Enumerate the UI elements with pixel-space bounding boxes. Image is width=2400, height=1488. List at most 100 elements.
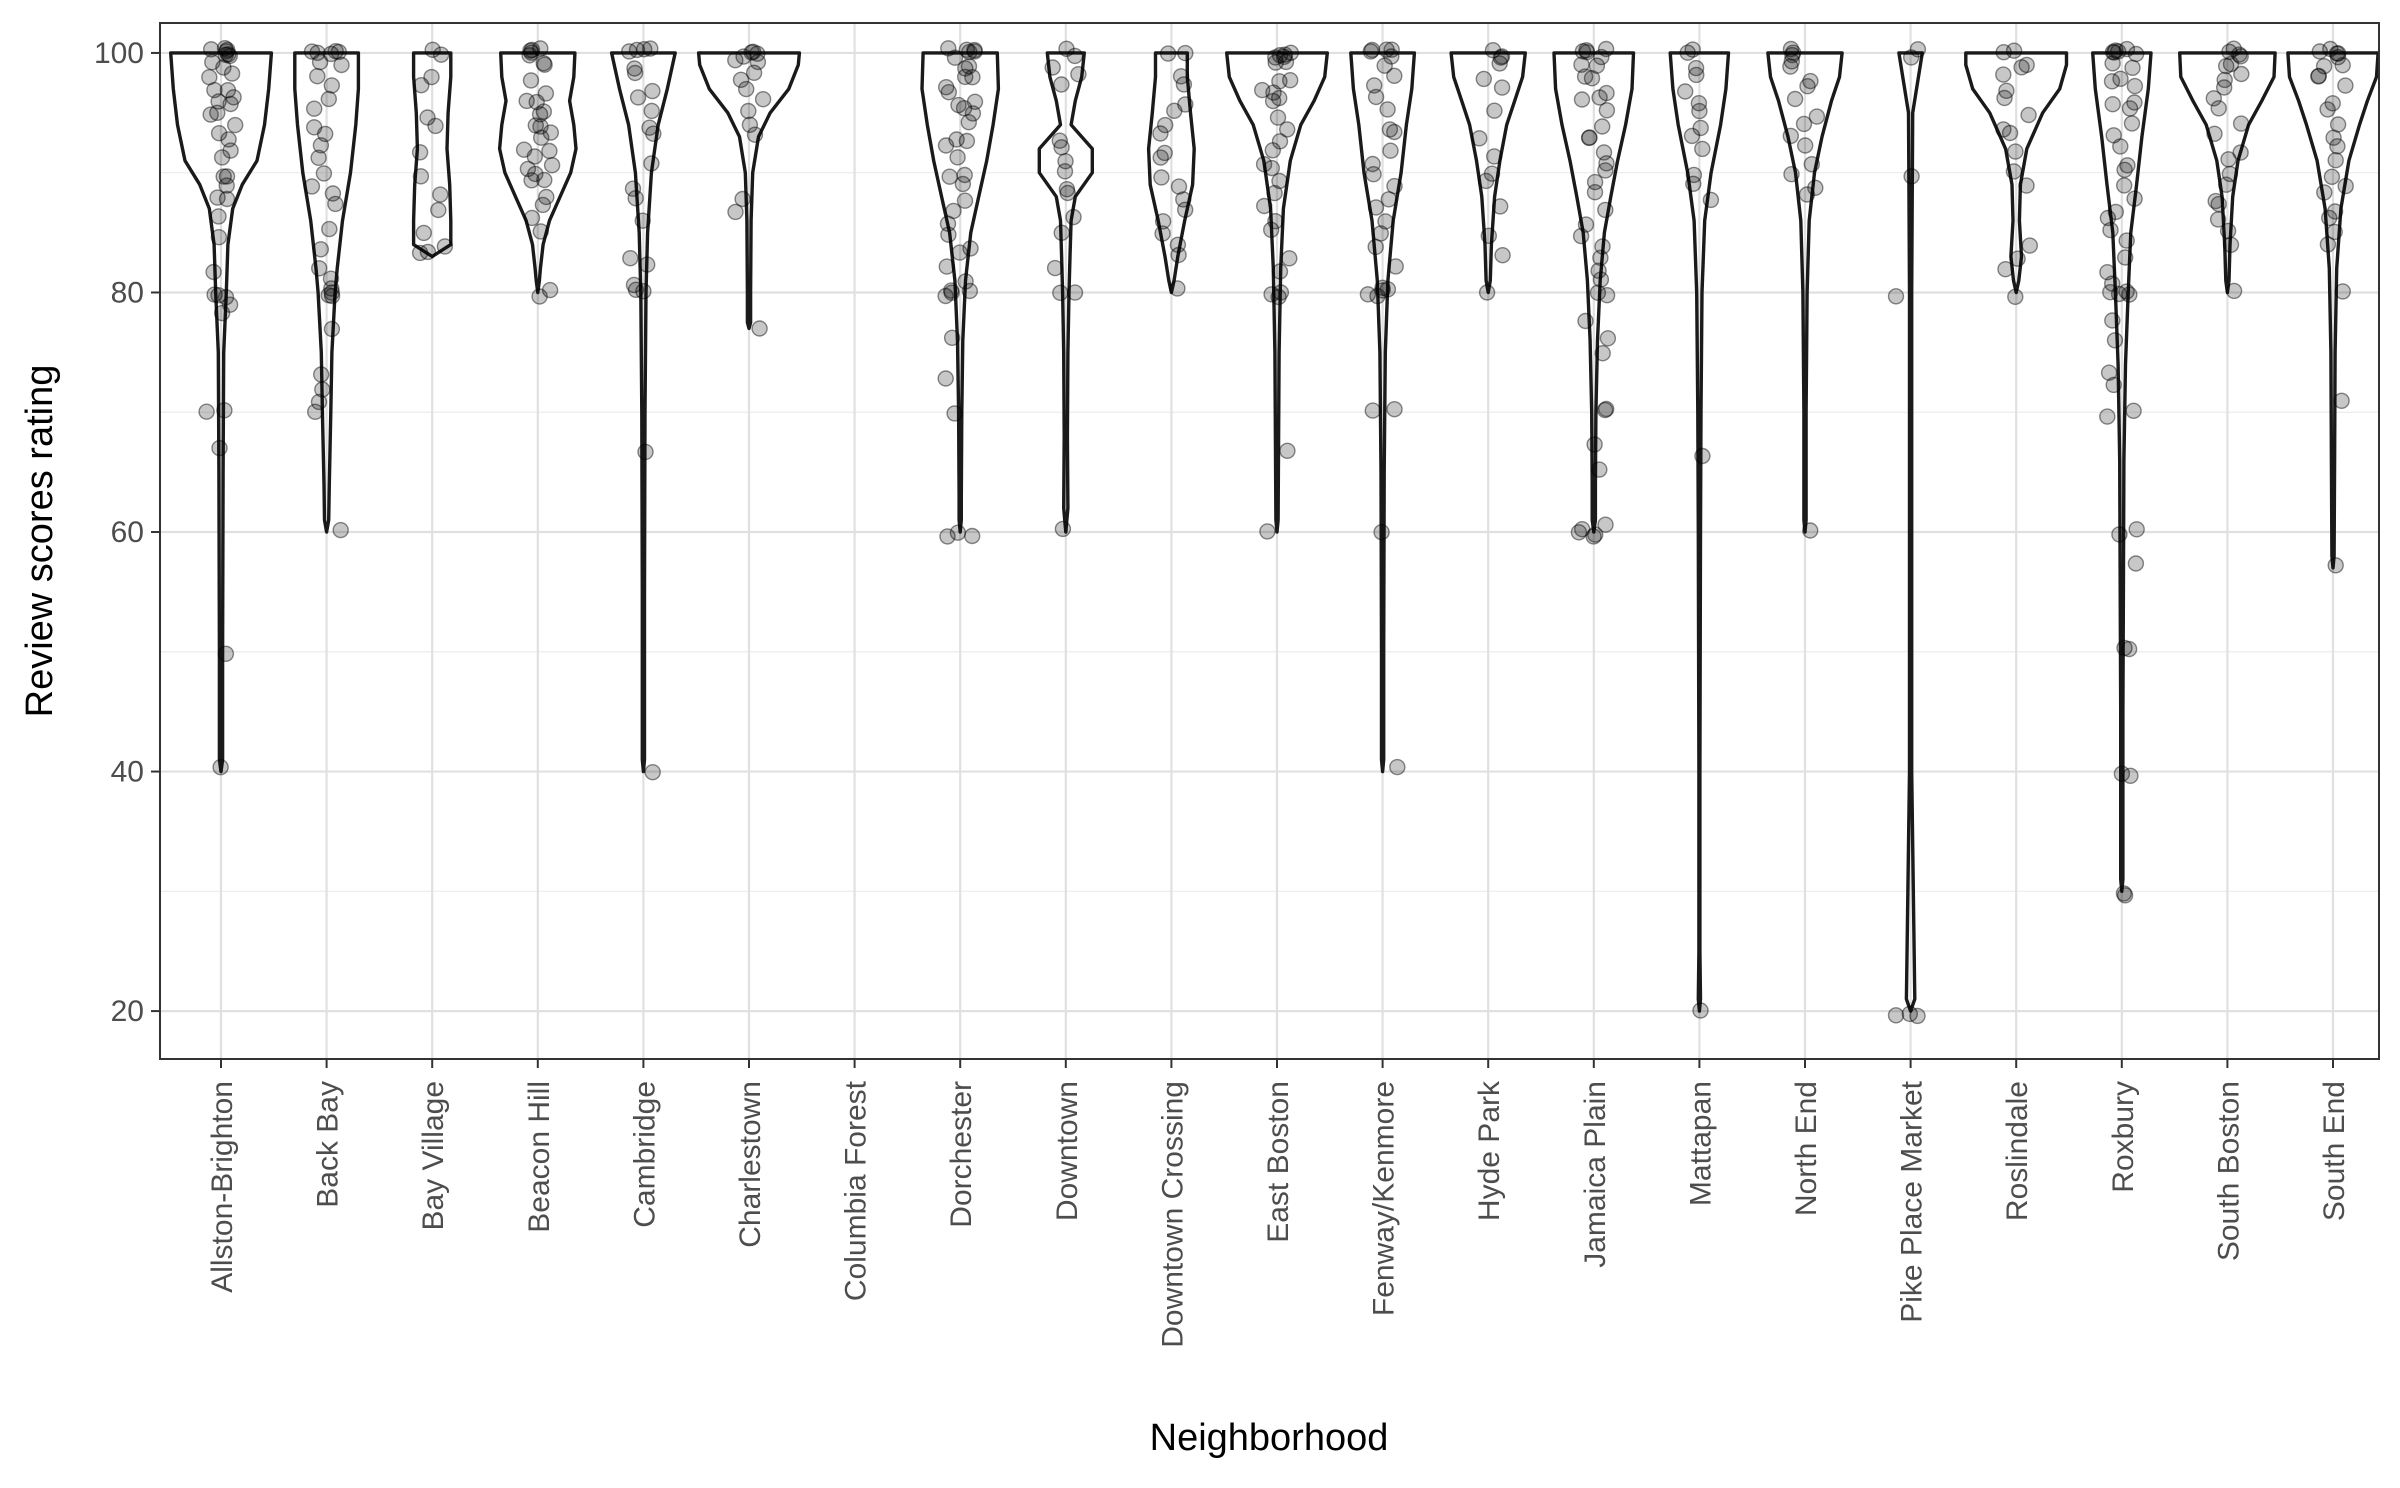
data-point <box>312 241 329 258</box>
data-point <box>1270 288 1287 306</box>
data-point <box>527 165 544 183</box>
data-point <box>2128 521 2145 538</box>
data-point <box>306 119 323 136</box>
data-point <box>1059 184 1076 202</box>
data-point <box>2104 55 2121 72</box>
data-point <box>2319 101 2336 118</box>
data-point <box>532 40 549 57</box>
data-point <box>1685 175 1702 193</box>
data-point <box>1683 127 1701 145</box>
data-point <box>2222 55 2240 73</box>
data-point <box>621 43 638 60</box>
data-point <box>218 190 236 208</box>
data-point <box>1365 77 1383 94</box>
data-point <box>222 95 239 113</box>
data-point <box>2334 283 2352 300</box>
data-point <box>323 320 341 338</box>
data-point <box>1684 41 1701 58</box>
data-point <box>1277 53 1295 71</box>
data-point <box>2106 332 2124 349</box>
data-point <box>2005 42 2023 59</box>
y-tick-label: 20 <box>111 995 144 1028</box>
data-point <box>413 76 430 94</box>
data-point <box>948 131 965 148</box>
data-point <box>754 90 772 108</box>
grid-lines <box>160 23 2379 1059</box>
violin-south-boston <box>2178 51 2277 295</box>
x-tick-label: Bay Village <box>417 1081 450 1231</box>
data-point <box>220 131 237 148</box>
data-point <box>966 93 984 111</box>
data-point <box>218 43 235 60</box>
data-point <box>1386 67 1403 85</box>
data-point <box>2112 70 2129 88</box>
data-point <box>937 137 955 154</box>
y-tick-label: 100 <box>94 37 144 70</box>
data-point <box>1380 191 1398 208</box>
data-point <box>322 270 340 287</box>
data-point <box>217 46 234 63</box>
data-point <box>743 44 760 61</box>
x-tick-label: Allston-Brighton <box>206 1081 239 1293</box>
data-point <box>1580 129 1598 147</box>
data-point <box>960 113 977 131</box>
data-point <box>2115 885 2133 902</box>
data-point <box>1901 1005 1919 1023</box>
data-point <box>1783 53 1801 70</box>
data-point <box>1377 213 1394 230</box>
data-point <box>2126 94 2143 111</box>
data-point <box>1177 44 1194 62</box>
data-point <box>2322 40 2339 58</box>
data-point <box>1386 177 1403 195</box>
data-point <box>522 72 540 89</box>
data-point <box>419 109 436 126</box>
data-point <box>1253 81 1271 99</box>
data-point <box>1593 118 1611 135</box>
data-point <box>432 186 449 203</box>
data-point <box>1903 168 1920 185</box>
data-point <box>1367 238 1384 256</box>
data-point <box>1573 521 1591 538</box>
data-point <box>532 223 549 240</box>
data-point <box>1270 89 1288 107</box>
data-point <box>1598 155 1615 172</box>
x-tick-label: Back Bay <box>312 1081 345 1208</box>
data-point <box>940 40 957 57</box>
data-point <box>330 43 347 61</box>
data-point <box>532 118 549 135</box>
data-point <box>1578 44 1596 61</box>
data-point <box>1374 279 1391 296</box>
data-point <box>1175 76 1193 93</box>
data-point <box>1369 287 1386 305</box>
data-point <box>1577 312 1594 330</box>
data-point <box>644 764 661 781</box>
data-point <box>210 124 228 142</box>
data-point <box>2329 138 2346 155</box>
data-point <box>1153 169 1170 186</box>
data-point <box>1478 284 1496 301</box>
data-point <box>412 168 430 185</box>
data-point <box>641 119 658 136</box>
violin-downtown-crossing <box>1146 51 1196 295</box>
data-point <box>1597 201 1614 219</box>
violin-back-bay <box>293 51 361 534</box>
data-point <box>2099 264 2116 281</box>
data-point <box>2333 392 2350 409</box>
data-point <box>1597 40 1615 58</box>
data-point <box>226 116 244 134</box>
data-point <box>1367 199 1385 216</box>
data-point <box>1597 400 1615 418</box>
data-point <box>2217 176 2235 193</box>
data-point <box>2021 237 2039 254</box>
data-point <box>1053 224 1070 242</box>
data-point <box>1492 49 1510 66</box>
data-point <box>637 443 654 461</box>
data-point <box>964 527 981 545</box>
data-point <box>1152 149 1169 166</box>
x-tick-label: Downtown <box>1051 1081 1084 1221</box>
data-point <box>1271 172 1288 190</box>
data-point <box>937 287 954 305</box>
data-point <box>1255 155 1273 173</box>
x-tick-label: South Boston <box>2212 1081 2245 1261</box>
data-point <box>956 166 973 184</box>
